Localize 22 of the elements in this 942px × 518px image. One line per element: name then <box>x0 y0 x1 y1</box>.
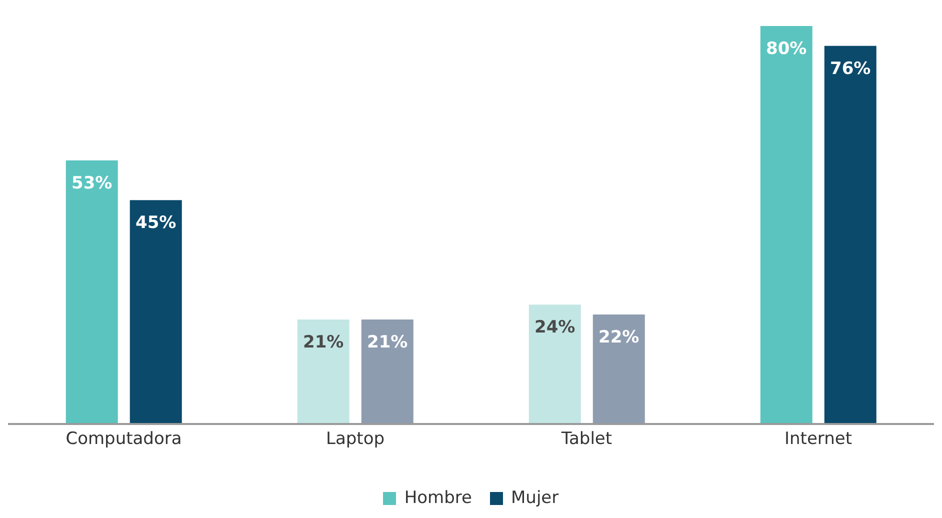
legend-label: Hombre <box>403 488 472 508</box>
bar <box>824 46 876 424</box>
bar <box>297 320 350 424</box>
data-label: 53% <box>72 173 112 194</box>
bar <box>760 26 812 424</box>
bar <box>361 320 414 424</box>
data-label: 24% <box>534 318 576 338</box>
data-label: 45% <box>136 213 176 234</box>
data-label: 21% <box>367 332 408 353</box>
data-label: 22% <box>598 328 640 348</box>
bar <box>130 200 182 424</box>
bar <box>66 160 118 424</box>
bar <box>592 314 645 424</box>
data-label: 80% <box>766 39 807 59</box>
x-tick-label: Computadora <box>66 429 182 450</box>
x-tick-label: Laptop <box>326 429 385 450</box>
bar <box>528 304 581 424</box>
legend-label: Mujer <box>510 488 559 508</box>
data-label: 21% <box>303 332 344 353</box>
data-label: 76% <box>830 58 871 79</box>
x-tick-label: Internet <box>784 429 852 450</box>
x-tick-label: Tablet <box>560 429 612 450</box>
